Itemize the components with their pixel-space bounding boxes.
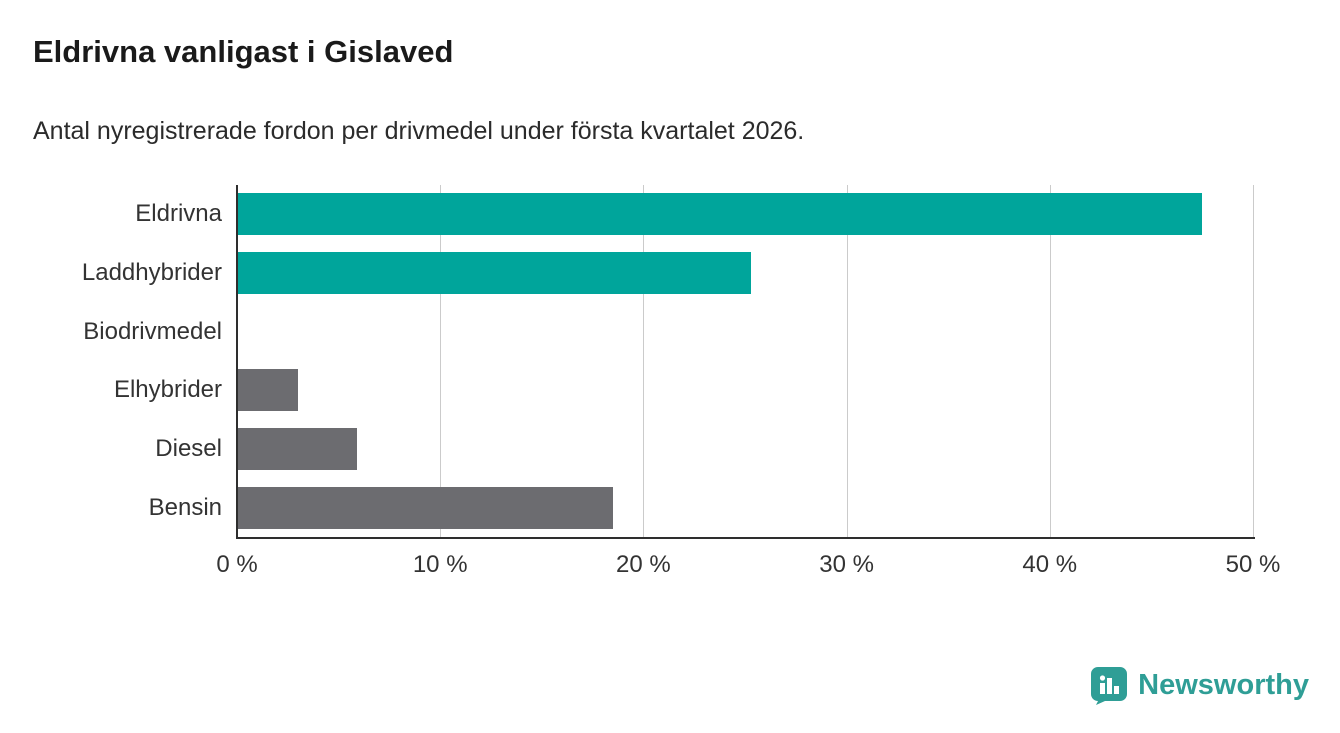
newsworthy-wordmark: Newsworthy xyxy=(1138,668,1309,701)
x-tick-label: 50 % xyxy=(1225,551,1281,578)
bar-chart: Eldrivna Laddhybrider Biodrivmedel Elhybrid… xyxy=(33,185,1280,578)
bar-laddhybrider xyxy=(237,252,752,294)
category-label: Eldrivna xyxy=(135,200,222,228)
gridlines xyxy=(237,185,1255,537)
chart-title: Eldrivna vanligast i Gislaved xyxy=(33,34,454,69)
bar-diesel xyxy=(237,428,357,471)
category-label: Biodrivmedel xyxy=(83,317,222,345)
grid-line xyxy=(1049,185,1051,537)
x-tick-label: 30 % xyxy=(819,551,874,578)
bar-row xyxy=(237,420,1255,479)
bar-elhybrider xyxy=(237,369,298,412)
newsworthy-bubble-chart-icon xyxy=(1091,667,1128,705)
bar-row xyxy=(237,478,1255,537)
x-tick-label: 20 % xyxy=(616,551,671,578)
newsworthy-logo: Newsworthy xyxy=(1089,665,1309,705)
category-label: Bensin xyxy=(148,493,222,521)
category-label: Diesel xyxy=(155,435,222,463)
bar-eldrivna xyxy=(237,193,1203,236)
x-axis-line xyxy=(236,537,1255,539)
x-tick-label: 0 % xyxy=(216,551,258,578)
bar-bensin xyxy=(237,486,613,529)
bar-row xyxy=(237,244,1255,303)
bar-rows xyxy=(237,185,1255,537)
x-tick-labels: 0 % 10 % 20 % 30 % 40 % 50 % xyxy=(216,185,1280,578)
category-label: Elhybrider xyxy=(113,376,222,404)
grid-line xyxy=(1252,185,1254,537)
x-tick-label: 40 % xyxy=(1022,551,1078,578)
category-label: Laddhybrider xyxy=(81,259,222,286)
bar-row xyxy=(237,185,1255,244)
category-labels: Eldrivna Laddhybrider Biodrivmedel Elhybrid… xyxy=(33,185,222,537)
grid-line xyxy=(643,185,645,537)
y-axis-line xyxy=(236,185,238,537)
grid-line xyxy=(846,185,848,537)
plot-area: 0 % 10 % 20 % 30 % 40 % 50 % xyxy=(216,185,1280,578)
chart-subtitle: Antal nyregistrerade fordon per drivmede… xyxy=(33,117,805,145)
x-tick-label: 10 % xyxy=(412,551,468,578)
grid-line xyxy=(440,185,442,537)
bar-row xyxy=(237,361,1255,420)
